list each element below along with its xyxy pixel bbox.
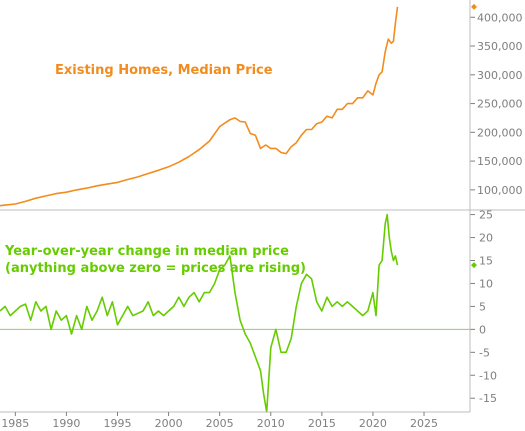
price-y-tick-label: 150,000 [477, 155, 523, 168]
x-tick-label: 1985 [1, 417, 29, 430]
price-y-tick-label: 200,000 [477, 126, 523, 139]
x-tick-label: 2015 [308, 417, 336, 430]
yoy-y-tick-label: 0 [479, 323, 486, 336]
price-y-tick-label: 250,000 [477, 98, 523, 111]
yoy-series-line [0, 213, 399, 413]
x-tick-label: 2025 [410, 417, 438, 430]
yoy-y-tick-label: 25 [479, 209, 493, 222]
price-y-tick-label: 100,000 [477, 184, 523, 197]
yoy-y-tick-label: -5 [479, 346, 490, 359]
price-panel: 100,000 150,000 200,000 250,000 300,000 350,0… [0, 3, 523, 207]
price-end-marker [471, 3, 477, 10]
yoy-y-tick-label: -10 [479, 369, 497, 382]
x-tick-label: 2020 [359, 417, 387, 430]
yoy-chart-title: Year-over-year change in median price [4, 244, 289, 259]
price-y-tick-label: 400,000 [477, 11, 523, 24]
yoy-y-tick-label: 15 [479, 255, 493, 268]
yoy-y-tick-label: 5 [479, 300, 486, 313]
x-tick-label: 1995 [104, 417, 132, 430]
price-y-tick-label: 300,000 [477, 69, 523, 82]
price-y-tick-label: 350,000 [477, 40, 523, 53]
x-tick-label: 2000 [155, 417, 183, 430]
x-tick-label: 2005 [206, 417, 234, 430]
x-tick-label: 1990 [52, 417, 80, 430]
yoy-y-tick-label: 10 [479, 277, 493, 290]
yoy-chart-subtitle: (anything above zero = prices are rising… [5, 261, 306, 276]
yoy-end-marker [471, 262, 477, 269]
price-series-line [0, 6, 399, 207]
yoy-y-tick-label: -15 [479, 392, 497, 405]
yoy-panel: -15 -10 -5 0 5 10 15 20 25 [0, 209, 497, 413]
price-chart-title: Existing Homes, Median Price [55, 63, 273, 78]
x-tick-label: 2010 [257, 417, 285, 430]
yoy-y-tick-label: 20 [479, 232, 493, 245]
